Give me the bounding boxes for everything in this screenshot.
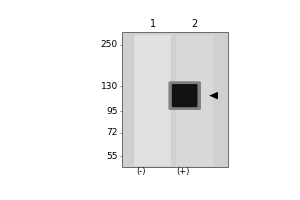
Text: (-): (-) <box>136 167 146 176</box>
Text: 72: 72 <box>106 128 118 137</box>
Text: 95: 95 <box>106 107 118 116</box>
Text: 130: 130 <box>100 82 118 91</box>
Text: 1: 1 <box>149 19 156 29</box>
FancyBboxPatch shape <box>168 81 201 110</box>
Text: (+): (+) <box>176 167 190 176</box>
Text: 2: 2 <box>191 19 198 29</box>
FancyBboxPatch shape <box>172 84 197 107</box>
Bar <box>122 32 228 167</box>
Polygon shape <box>209 92 218 99</box>
Bar <box>176 35 213 166</box>
Text: 55: 55 <box>106 152 118 161</box>
Bar <box>134 35 171 166</box>
Text: 250: 250 <box>100 40 118 49</box>
